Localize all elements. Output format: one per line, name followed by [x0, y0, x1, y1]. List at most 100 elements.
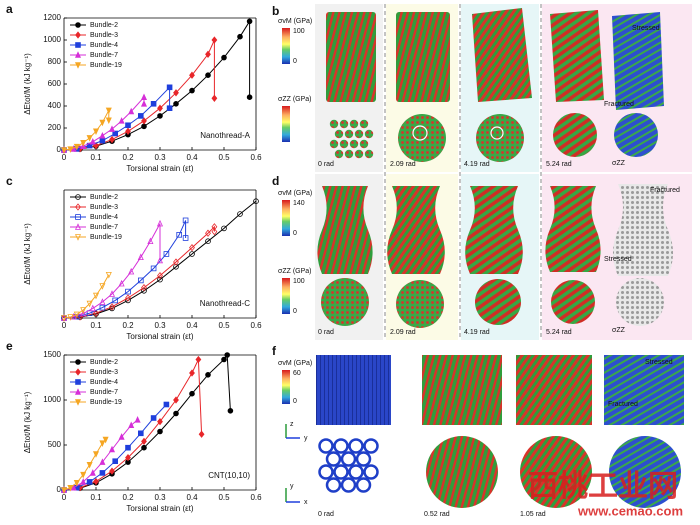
series-line	[63, 86, 171, 151]
x-tick-label: 0.2	[122, 493, 134, 502]
label: σvM (GPa)	[278, 360, 312, 367]
cross-section	[349, 119, 359, 129]
legend-label: Bundle-7	[90, 389, 118, 396]
marker	[112, 458, 119, 464]
marker	[92, 451, 100, 458]
structure	[516, 355, 592, 425]
marker	[166, 84, 173, 91]
marker	[224, 352, 231, 358]
series-line	[63, 359, 203, 491]
structure	[472, 8, 532, 102]
x-tick-label: 0.3	[154, 153, 166, 162]
cross-section	[325, 451, 342, 467]
y-axis-label: ΔEtot/M (kJ kg⁻¹)	[23, 53, 32, 115]
legend-label: Bundle-2	[90, 359, 118, 366]
marker	[60, 147, 68, 154]
colorbar	[282, 106, 290, 142]
cross-section	[339, 119, 349, 129]
marker	[182, 217, 189, 224]
y-axis-label: ΔEtot/M (kJ kg⁻¹)	[23, 223, 32, 285]
legend-label: Bundle-19	[90, 62, 122, 69]
marker	[99, 470, 106, 476]
marker	[109, 467, 115, 475]
marker	[109, 135, 115, 144]
marker	[89, 137, 96, 145]
x-tick-label: 0.5	[218, 321, 230, 330]
y-tick-label: 1500	[43, 350, 61, 359]
marker	[141, 444, 147, 451]
label: b	[272, 4, 279, 18]
marker	[141, 283, 147, 292]
legend-marker	[74, 223, 82, 230]
marker	[99, 283, 106, 290]
cross-section	[354, 129, 364, 139]
marker	[80, 471, 87, 479]
cross-section	[354, 149, 364, 159]
marker	[173, 410, 179, 417]
legend-marker	[75, 359, 81, 365]
label: 100	[293, 28, 305, 35]
cross-section	[349, 139, 359, 149]
label: Fractured	[608, 401, 638, 408]
legend-label: Bundle-4	[90, 379, 118, 386]
marker	[125, 127, 131, 135]
marker	[93, 309, 99, 317]
marker	[112, 297, 119, 304]
y-tick-label: 400	[48, 101, 62, 110]
marker	[140, 93, 148, 100]
structure	[422, 355, 502, 425]
series-line	[63, 419, 138, 491]
y-tick-label: 800	[48, 57, 62, 66]
label: Stressed	[604, 256, 632, 263]
label: σZZ	[612, 160, 626, 167]
marker	[163, 401, 170, 408]
x-tick-label: 0.4	[186, 321, 198, 330]
cross-section	[344, 149, 354, 159]
label: 1.05 rad	[520, 511, 546, 518]
marker	[73, 479, 80, 487]
marker	[125, 294, 131, 302]
marker	[80, 478, 87, 485]
marker	[156, 219, 164, 227]
label: 0	[293, 398, 297, 405]
marker	[157, 113, 163, 119]
marker	[67, 484, 74, 492]
label: σZZ (GPa)	[278, 96, 312, 103]
label: 5.24 rad	[546, 161, 572, 168]
cross-section	[333, 464, 349, 480]
marker	[108, 445, 116, 453]
marker	[92, 128, 100, 136]
marker	[237, 211, 243, 217]
structure	[387, 186, 445, 274]
label: Fractured	[604, 101, 634, 108]
marker	[141, 123, 147, 130]
cross-section	[475, 279, 521, 325]
marker	[221, 54, 227, 61]
marker	[211, 36, 218, 44]
structure	[317, 186, 373, 274]
legend-label: Bundle-3	[90, 204, 118, 211]
cross-section	[398, 114, 446, 162]
marker	[105, 117, 112, 125]
colorbar	[282, 28, 290, 64]
legend-marker	[74, 234, 82, 241]
marker	[137, 277, 144, 284]
label: 5.24 rad	[546, 329, 572, 336]
marker	[128, 267, 135, 275]
legend-label: Bundle-3	[90, 369, 118, 376]
cross-section	[364, 129, 374, 139]
marker	[99, 458, 106, 465]
series-line	[63, 39, 215, 151]
x-tick-label: 0.4	[186, 153, 198, 162]
y-tick-label: 200	[48, 123, 62, 132]
marker	[189, 243, 195, 252]
legend-marker	[74, 388, 82, 395]
panel-label: c	[6, 174, 13, 188]
colorbar	[282, 200, 290, 236]
structure	[396, 12, 450, 102]
label: 0	[293, 58, 297, 65]
x-axis-label: Torsional strain (εt)	[126, 164, 193, 173]
marker	[108, 290, 116, 297]
marker	[99, 131, 106, 139]
x-tick-label: 0.1	[90, 321, 102, 330]
